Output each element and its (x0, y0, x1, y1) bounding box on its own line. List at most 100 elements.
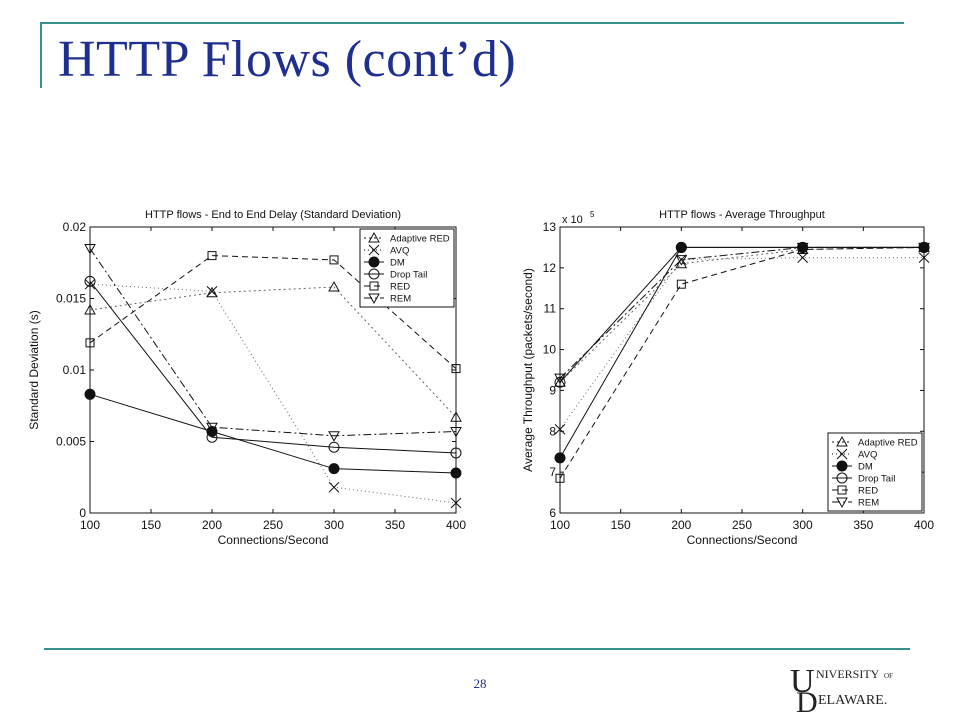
y-axis-label: Standard Deviation (s) (27, 310, 41, 429)
legend-marker (837, 485, 847, 495)
data-point (328, 463, 340, 475)
series-red (555, 242, 929, 483)
x-tick-label: 250 (263, 518, 283, 532)
legend-marker (368, 256, 380, 268)
legend-label: Adaptive RED (390, 234, 450, 245)
data-point (554, 452, 566, 464)
data-point (796, 242, 809, 254)
data-point (797, 252, 809, 263)
y-tick-label: 0 (79, 506, 86, 520)
logo-university-text: NIVERSITY (816, 667, 880, 681)
legend-marker (836, 460, 848, 472)
x-tick-label: 250 (732, 518, 752, 532)
data-point (206, 285, 218, 297)
x-tick-label: 350 (385, 518, 405, 532)
logo-of-text: OF (884, 672, 893, 680)
data-point (328, 481, 340, 493)
legend-label: Adaptive RED (858, 438, 918, 449)
series-avq (84, 278, 462, 509)
data-point (450, 447, 462, 459)
data-point (84, 303, 96, 315)
y-tick-label: 0.01 (63, 363, 87, 377)
logo-u-letter: U (790, 663, 815, 700)
legend-marker (836, 435, 848, 447)
top-rule (40, 22, 904, 24)
y-tick-label: 6 (549, 506, 556, 520)
university-logo: U NIVERSITY OF D ELAWARE. (790, 663, 893, 716)
data-point (207, 251, 217, 261)
x-axis-label: Connections/Second (687, 533, 798, 547)
data-point (676, 279, 686, 289)
legend-marker (836, 448, 848, 460)
data-point (328, 441, 340, 453)
x-tick-label: 300 (324, 518, 344, 532)
data-point (328, 281, 340, 292)
y-tick-label: 11 (544, 302, 557, 316)
legend-marker (368, 231, 380, 243)
legend-marker (368, 268, 380, 280)
charts-canvas: HTTP flows - End to End Delay (Standard … (27, 209, 934, 547)
logo-d-letter: D (796, 686, 818, 716)
x-tick-label: 300 (793, 518, 813, 532)
data-point (329, 255, 339, 265)
y-tick-label: 7 (549, 465, 556, 479)
series-adaptive-red (84, 281, 462, 422)
x-tick-label: 200 (202, 518, 222, 532)
y-tick-label: 0.015 (56, 292, 86, 306)
data-point (554, 376, 566, 388)
chart-1: HTTP flows - End to End Delay (Standard … (27, 209, 466, 547)
legend-label: AVQ (390, 246, 409, 257)
y-tick-label: 10 (543, 343, 557, 357)
x-tick-label: 400 (446, 518, 466, 532)
legend-label: DM (858, 462, 873, 473)
data-point (554, 423, 566, 435)
slide-title: HTTP Flows (cont’d) (58, 31, 517, 88)
data-point (451, 364, 461, 374)
chart-title: HTTP flows - Average Throughput (659, 209, 825, 221)
data-point (450, 497, 462, 509)
chart-2: HTTP flows - Average Throughput 100 150 200… (521, 209, 934, 547)
data-point (555, 473, 565, 483)
y-tick-label: 0.02 (63, 220, 87, 234)
legend-label: REM (858, 498, 879, 509)
series-red (85, 251, 461, 374)
chart-title: HTTP flows - End to End Delay (Standard … (145, 209, 401, 221)
series-line (89, 393, 457, 474)
data-point (84, 388, 96, 400)
data-point (206, 422, 218, 434)
legend-marker (368, 244, 380, 256)
data-point (675, 255, 688, 266)
x-tick-label: 350 (853, 518, 873, 532)
y-tick-label: 9 (549, 383, 556, 397)
y-multiplier-label: x 10 (562, 214, 583, 226)
page-number: 28 (473, 676, 487, 691)
data-point (798, 244, 808, 254)
data-point (84, 278, 96, 290)
legend-marker (369, 281, 379, 291)
data-point (554, 376, 566, 387)
y-tick-label: 0.005 (56, 435, 86, 449)
series-line (89, 248, 457, 437)
series-line (559, 246, 924, 379)
series-line (559, 246, 925, 479)
legend-marker (836, 497, 848, 509)
series-line (89, 286, 457, 418)
legend-marker (368, 293, 380, 305)
data-point (675, 241, 687, 253)
legend-label: AVQ (858, 450, 877, 461)
data-point (450, 467, 462, 479)
x-tick-label: 150 (141, 518, 161, 532)
series-rem (84, 243, 462, 442)
series-line (89, 255, 457, 369)
data-point (85, 338, 95, 348)
data-point (918, 252, 930, 263)
legend-marker (836, 472, 848, 484)
data-point (206, 286, 218, 298)
series-line (559, 257, 924, 430)
data-point (84, 275, 96, 287)
y-axis-label: Average Throughput (packets/second) (521, 268, 535, 472)
x-axis-label: Connections/Second (218, 533, 329, 547)
bottom-rule (44, 648, 910, 650)
legend-label: DM (390, 258, 405, 269)
